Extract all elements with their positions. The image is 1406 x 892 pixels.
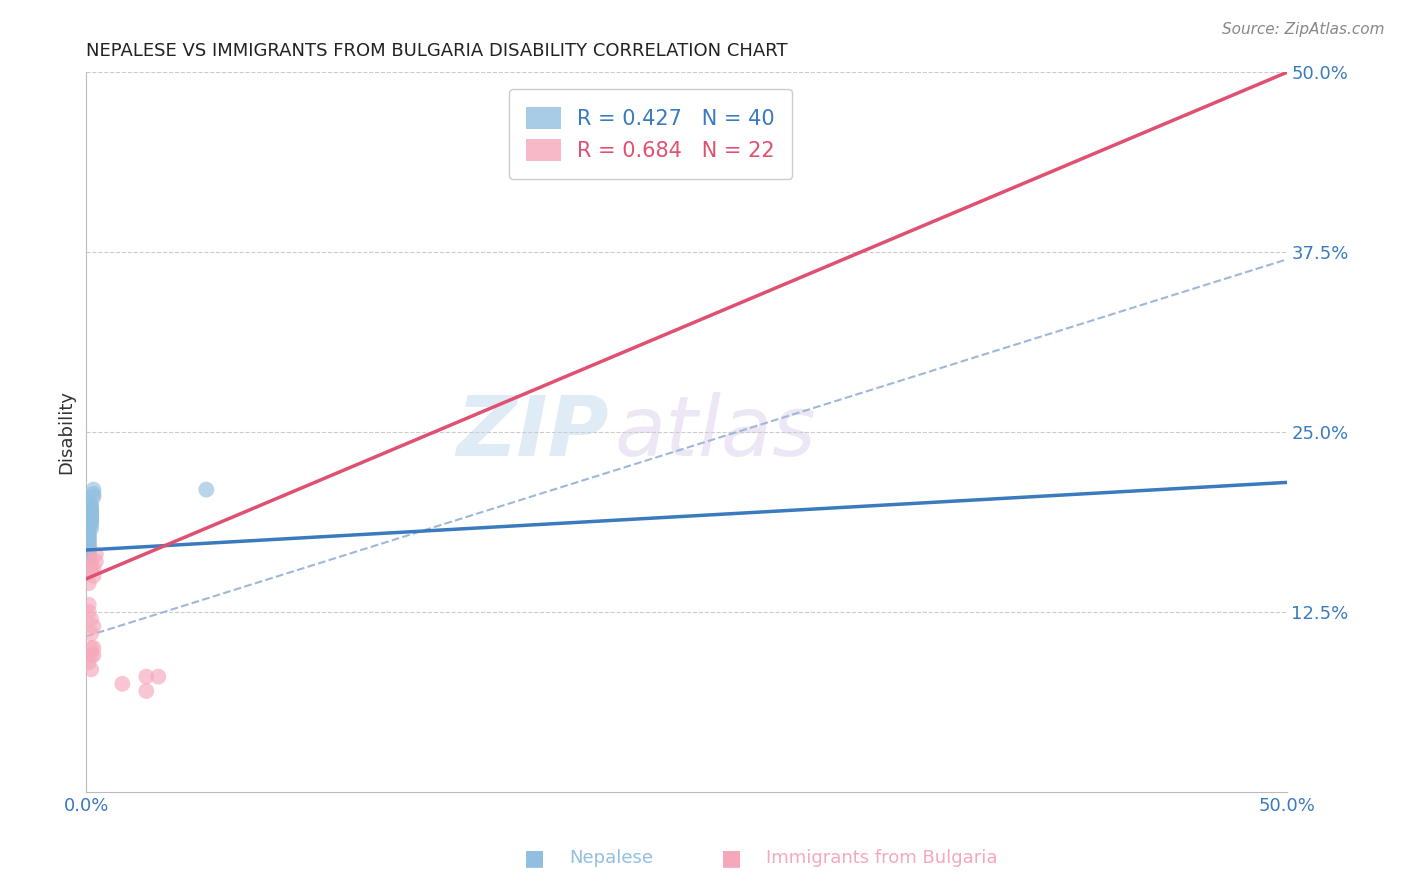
Point (77, 539, 100, 553)
Point (77, 523, 100, 537)
Point (80, 513, 103, 527)
Point (77, 544, 100, 558)
Point (77, 534, 100, 549)
Point (77, 576, 100, 591)
Point (77, 605, 100, 619)
Point (135, 684, 157, 698)
Point (80, 497, 103, 511)
Point (80, 508, 103, 523)
Point (77, 546, 100, 560)
Point (80, 514, 103, 528)
Point (148, 670, 170, 684)
Point (77, 527, 100, 541)
Point (77, 532, 100, 546)
Point (82, 569, 104, 583)
Point (82, 648, 104, 662)
Text: Immigrants from Bulgaria: Immigrants from Bulgaria (766, 849, 998, 867)
Point (77, 543, 100, 558)
Point (84, 555, 107, 569)
Point (77, 518, 100, 533)
Text: atlas: atlas (614, 392, 815, 473)
Point (80, 501, 103, 516)
Point (77, 540, 100, 554)
Point (77, 533, 100, 547)
Point (77, 537, 100, 551)
Point (80, 507, 103, 521)
Point (80, 516, 103, 530)
Point (82, 490, 104, 504)
Point (80, 500, 103, 514)
Y-axis label: Disability: Disability (58, 390, 75, 474)
Point (77, 598, 100, 612)
Text: NEPALESE VS IMMIGRANTS FROM BULGARIA DISABILITY CORRELATION CHART: NEPALESE VS IMMIGRANTS FROM BULGARIA DIS… (86, 42, 787, 60)
Point (195, 483, 218, 497)
Point (84, 547, 107, 561)
Point (77, 655, 100, 669)
Legend: R = 0.427   N = 40, R = 0.684   N = 22: R = 0.427 N = 40, R = 0.684 N = 22 (509, 89, 792, 179)
Point (80, 504, 103, 518)
Point (80, 511, 103, 525)
Point (80, 504, 103, 518)
Point (77, 547, 100, 561)
Point (80, 562, 103, 576)
Point (80, 511, 103, 525)
Point (82, 619, 104, 633)
Point (82, 483, 104, 497)
Point (80, 612, 103, 626)
Point (77, 550, 100, 565)
Point (77, 540, 100, 554)
Point (77, 528, 100, 542)
Point (77, 536, 100, 550)
Text: ■: ■ (721, 848, 741, 868)
Point (82, 487, 104, 501)
Point (80, 648, 103, 662)
Point (80, 502, 103, 516)
Point (82, 562, 104, 576)
Point (80, 662, 103, 676)
Point (80, 626, 103, 640)
Point (80, 510, 103, 524)
Point (77, 541, 100, 556)
Point (80, 640, 103, 655)
Text: Nepalese: Nepalese (569, 849, 654, 867)
Point (82, 640, 104, 655)
Point (80, 517, 103, 532)
Point (80, 506, 103, 520)
Point (135, 670, 157, 684)
Point (80, 521, 103, 535)
Point (77, 530, 100, 544)
Text: ZIP: ZIP (456, 392, 609, 473)
Point (111, 677, 134, 691)
Text: Source: ZipAtlas.com: Source: ZipAtlas.com (1222, 22, 1385, 37)
Point (80, 555, 103, 569)
Text: ■: ■ (524, 848, 544, 868)
